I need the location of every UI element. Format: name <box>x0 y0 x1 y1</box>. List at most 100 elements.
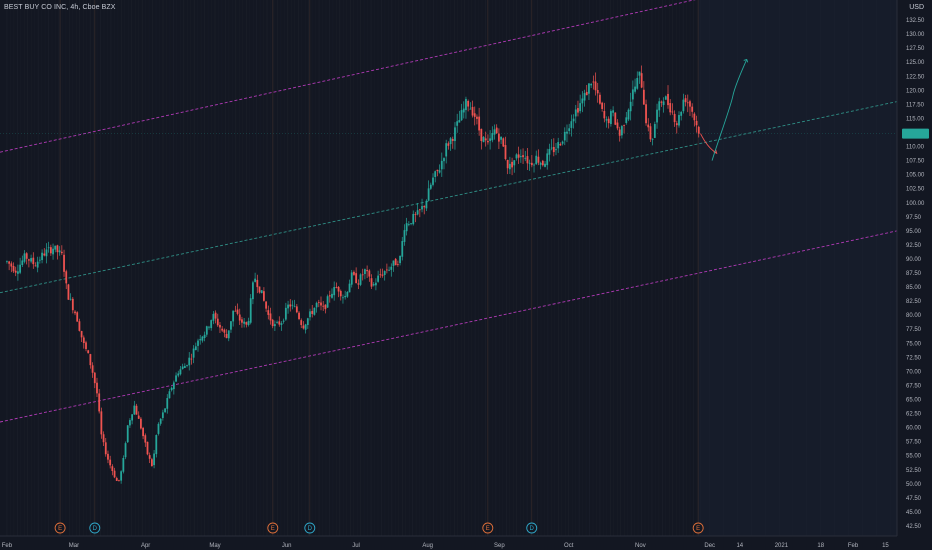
candle-body <box>179 369 182 375</box>
candle-body <box>133 405 136 415</box>
candle-body <box>467 100 470 107</box>
candle-body <box>629 101 632 112</box>
channel-lower-line <box>0 230 898 423</box>
candle <box>273 320 276 331</box>
candle <box>594 72 597 96</box>
candle-body <box>364 269 366 274</box>
earnings-marker: E <box>482 522 494 534</box>
candle <box>467 99 470 112</box>
time-tick-label: 2021 <box>775 543 789 549</box>
candle <box>309 308 311 321</box>
candle-body <box>298 312 300 320</box>
candle <box>678 111 680 128</box>
candle-body <box>594 81 597 91</box>
candle-body <box>484 138 487 141</box>
candle <box>675 120 678 134</box>
candle <box>194 342 197 351</box>
candle <box>425 199 428 212</box>
candle <box>418 208 421 218</box>
candle <box>616 119 619 131</box>
candle <box>407 221 410 227</box>
candle-body <box>664 96 667 100</box>
candle-body <box>10 263 13 267</box>
candle-body <box>236 309 239 314</box>
candle <box>359 273 362 287</box>
candle-body <box>383 271 386 276</box>
price-tick-label: 120.00 <box>906 88 925 94</box>
candle <box>574 104 577 124</box>
candle <box>550 139 553 151</box>
candle <box>115 476 118 481</box>
candle-body <box>328 295 331 297</box>
candle <box>634 78 636 94</box>
candle-body <box>552 146 555 153</box>
candle-body <box>192 348 195 358</box>
candle-body <box>56 245 59 253</box>
candle-body <box>568 128 571 131</box>
price-tick-label: 102.50 <box>906 187 925 193</box>
candle-body <box>370 278 373 287</box>
candle-body <box>656 109 658 123</box>
candle-body <box>326 296 329 308</box>
candle-body <box>225 333 228 339</box>
candle-body <box>126 425 129 443</box>
candle <box>203 331 206 342</box>
candle-body <box>456 121 459 126</box>
candle <box>74 310 76 316</box>
candle-body <box>295 306 298 313</box>
candle <box>557 137 560 153</box>
candle <box>267 305 270 320</box>
candle <box>695 115 698 133</box>
candle <box>462 101 465 119</box>
candle <box>118 479 120 482</box>
candle-body <box>572 118 575 122</box>
candle <box>232 310 235 327</box>
event-marker-circle <box>482 522 494 534</box>
candle <box>199 334 202 345</box>
candle <box>287 300 289 314</box>
candle <box>500 136 502 144</box>
candle <box>513 160 516 173</box>
candle-body <box>273 324 276 327</box>
candle <box>372 282 375 287</box>
candle-body <box>680 111 683 116</box>
candle <box>451 136 454 149</box>
candle-body <box>43 253 46 256</box>
candle-body <box>649 126 652 140</box>
candle <box>69 293 72 301</box>
price-tick-label: 72.50 <box>906 355 922 361</box>
candle <box>96 377 98 397</box>
candle <box>337 286 340 298</box>
time-axis-background <box>0 536 932 550</box>
candle <box>401 236 404 261</box>
candle-body <box>107 453 109 460</box>
candle <box>291 300 294 310</box>
candle-body <box>175 375 177 382</box>
candle-body <box>497 133 500 142</box>
candle-body <box>504 145 507 160</box>
candle-body <box>381 274 384 276</box>
candle <box>438 164 441 174</box>
candle-body <box>508 163 511 170</box>
currency-label: USD <box>909 4 924 11</box>
time-tick-label: Jun <box>282 543 292 549</box>
candle-body <box>627 109 630 120</box>
candle-body <box>122 457 125 472</box>
candle-body <box>135 405 138 415</box>
candle-body <box>291 304 294 306</box>
candle-body <box>60 251 63 254</box>
candle <box>528 159 531 171</box>
candle <box>568 123 571 135</box>
candle <box>164 408 166 413</box>
candle-body <box>304 324 307 330</box>
candle-body <box>164 408 166 413</box>
candle <box>113 467 116 479</box>
candle <box>612 106 615 117</box>
candle <box>89 353 92 369</box>
grid-lines <box>6 0 699 536</box>
candle <box>238 308 241 325</box>
candle-body <box>168 391 171 399</box>
candle <box>645 99 647 126</box>
candle <box>495 124 498 135</box>
